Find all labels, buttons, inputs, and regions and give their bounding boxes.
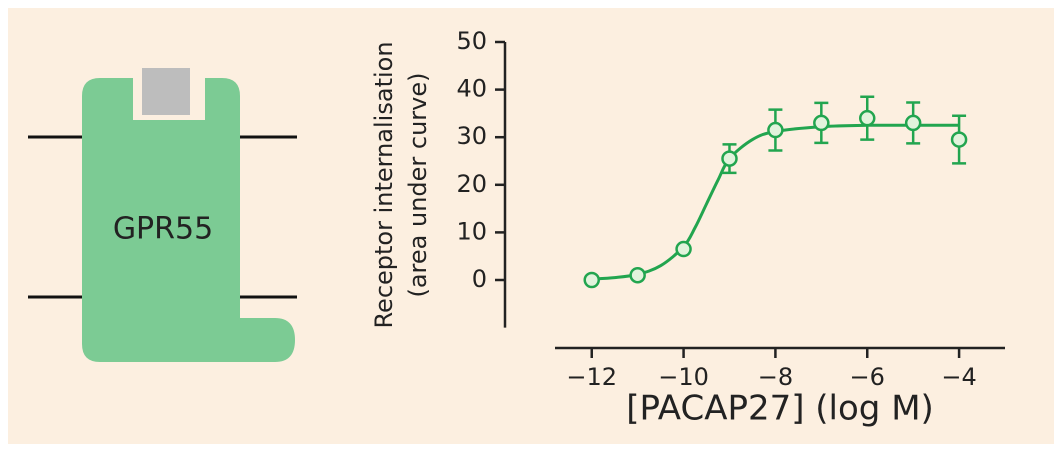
y-tick-label: 40 (456, 75, 487, 103)
point (675, 240, 692, 258)
y-tick-label: 20 (456, 170, 487, 198)
x-tick-label: −8 (758, 363, 793, 391)
receptor (82, 78, 295, 362)
y-axis-label: (area under curve) (404, 72, 432, 297)
x-axis-label: [PACAP27] (log M) (626, 389, 934, 429)
y-axis-label: Receptor internalisation (370, 41, 398, 328)
x-tick-label: −10 (658, 363, 709, 391)
point (950, 131, 968, 148)
point (583, 271, 600, 289)
point (721, 150, 738, 167)
point (813, 114, 830, 132)
point (629, 266, 646, 284)
y-tick-label: 50 (456, 27, 487, 55)
receptor-diagram: GPR55 (28, 68, 297, 362)
point (767, 121, 784, 139)
y-tick-label: 10 (456, 217, 487, 245)
point (904, 114, 922, 132)
y-tick-label: 0 (472, 265, 487, 293)
x-tick-label: −6 (850, 363, 885, 391)
receptor-label: GPR55 (113, 212, 213, 247)
y-tick-label: 30 (456, 122, 487, 150)
point (858, 109, 876, 127)
x-tick-label: −4 (941, 363, 976, 391)
ligand (142, 68, 190, 115)
x-tick-label: −12 (566, 363, 617, 391)
